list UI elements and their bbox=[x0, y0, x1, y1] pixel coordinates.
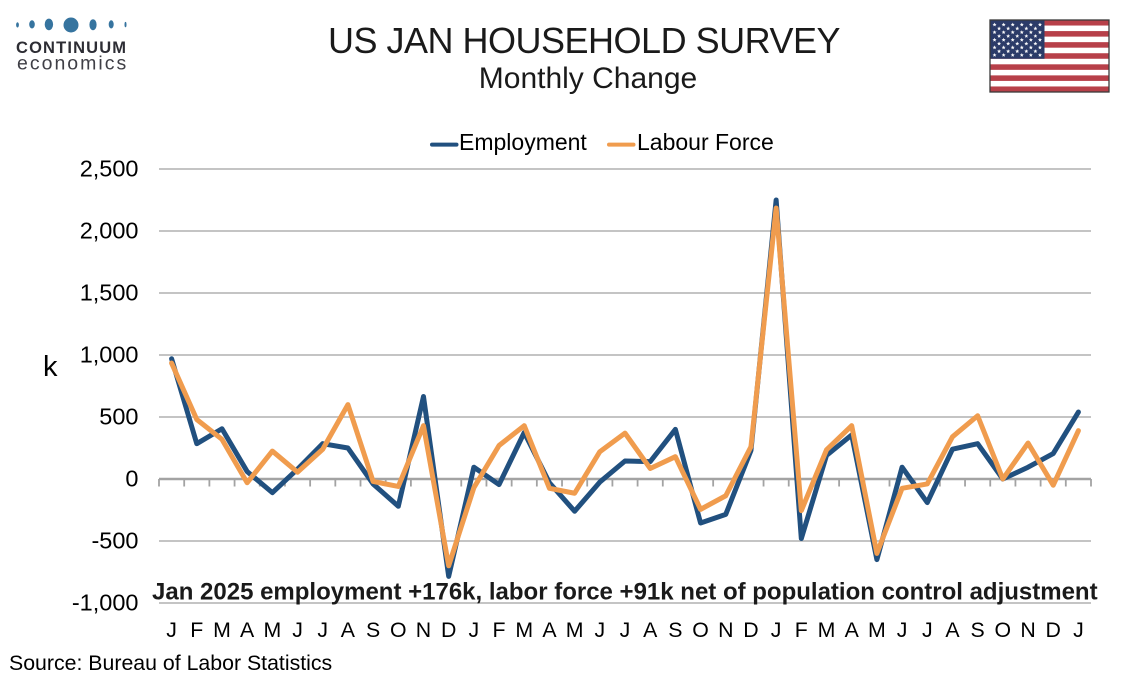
svg-text:-500: -500 bbox=[91, 528, 138, 554]
svg-text:2,500: 2,500 bbox=[80, 156, 139, 182]
svg-text:O: O bbox=[995, 618, 1012, 642]
svg-text:F: F bbox=[493, 618, 506, 642]
svg-text:M: M bbox=[213, 618, 231, 642]
svg-text:Source: Bureau of Labor Statis: Source: Bureau of Labor Statistics bbox=[9, 651, 332, 675]
svg-text:economics: economics bbox=[17, 53, 128, 75]
svg-text:A: A bbox=[643, 618, 658, 642]
svg-text:500: 500 bbox=[99, 404, 138, 430]
svg-text:N: N bbox=[416, 618, 431, 642]
svg-text:J: J bbox=[594, 618, 605, 642]
svg-text:0: 0 bbox=[125, 466, 138, 492]
svg-text:S: S bbox=[668, 618, 682, 642]
svg-text:S: S bbox=[971, 618, 985, 642]
svg-text:M: M bbox=[515, 618, 533, 642]
svg-text:F: F bbox=[190, 618, 203, 642]
svg-text:D: D bbox=[441, 618, 456, 642]
svg-text:J: J bbox=[317, 618, 328, 642]
svg-text:Employment: Employment bbox=[459, 129, 587, 155]
svg-text:J: J bbox=[292, 618, 303, 642]
svg-text:-1,000: -1,000 bbox=[72, 590, 139, 616]
svg-text:D: D bbox=[743, 618, 758, 642]
svg-text:CONTINUUM: CONTINUUM bbox=[16, 39, 127, 57]
svg-text:Labour Force: Labour Force bbox=[637, 129, 774, 155]
svg-text:J: J bbox=[771, 618, 782, 642]
svg-text:J: J bbox=[922, 618, 933, 642]
svg-text:M: M bbox=[868, 618, 886, 642]
svg-text:J: J bbox=[897, 618, 908, 642]
svg-text:k: k bbox=[43, 351, 58, 383]
svg-text:A: A bbox=[240, 618, 255, 642]
svg-text:US JAN HOUSEHOLD SURVEY: US JAN HOUSEHOLD SURVEY bbox=[328, 20, 840, 61]
svg-text:Jan 2025 employment +176k, lab: Jan 2025 employment +176k, labor force +… bbox=[152, 579, 1098, 606]
svg-text:J: J bbox=[469, 618, 480, 642]
svg-text:F: F bbox=[795, 618, 808, 642]
svg-text:Monthly Change: Monthly Change bbox=[479, 62, 697, 95]
svg-text:M: M bbox=[263, 618, 281, 642]
svg-text:2,000: 2,000 bbox=[80, 218, 139, 244]
svg-text:S: S bbox=[366, 618, 380, 642]
svg-text:M: M bbox=[566, 618, 584, 642]
svg-text:O: O bbox=[390, 618, 407, 642]
svg-text:1,000: 1,000 bbox=[80, 342, 139, 368]
svg-text:A: A bbox=[945, 618, 960, 642]
svg-text:J: J bbox=[620, 618, 631, 642]
svg-text:N: N bbox=[1020, 618, 1035, 642]
svg-text:M: M bbox=[818, 618, 836, 642]
svg-text:O: O bbox=[692, 618, 709, 642]
svg-text:A: A bbox=[341, 618, 356, 642]
svg-text:N: N bbox=[718, 618, 733, 642]
svg-text:1,500: 1,500 bbox=[80, 280, 139, 306]
svg-text:A: A bbox=[542, 618, 557, 642]
svg-text:J: J bbox=[1073, 618, 1084, 642]
svg-text:D: D bbox=[1046, 618, 1061, 642]
svg-text:A: A bbox=[845, 618, 860, 642]
svg-text:J: J bbox=[166, 618, 177, 642]
